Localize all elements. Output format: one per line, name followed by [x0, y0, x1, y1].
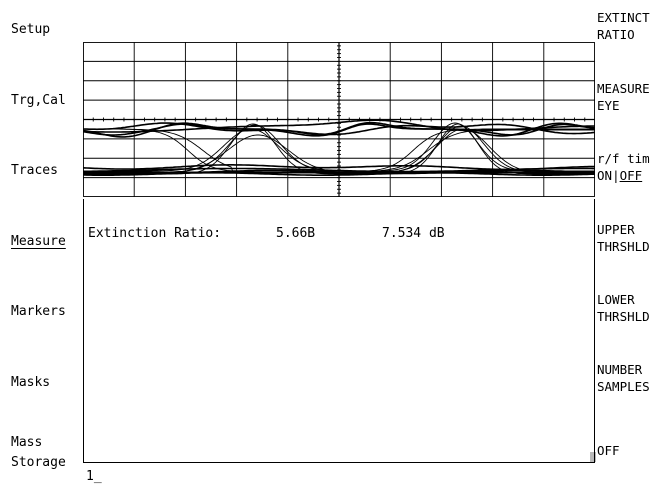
menu-mass-storage-line2: Storage	[11, 455, 66, 470]
softkey-samples-line1: NUMBER	[597, 362, 643, 377]
menu-measure[interactable]: Measure	[11, 234, 66, 249]
menu-mass-storage[interactable]: Mass Storage	[11, 433, 66, 473]
rf-off-option: OFF	[619, 168, 643, 183]
menu-trg-cal[interactable]: Trg,Cal	[11, 93, 66, 108]
measurement-label: Extinction Ratio:	[88, 226, 222, 241]
eye-trace	[83, 122, 595, 136]
softkey-upper-line1: UPPER	[597, 222, 635, 237]
rf-on-option: ON	[597, 168, 613, 183]
eye-trace	[83, 164, 595, 171]
softkey-upper-threshold[interactable]: UPPER THRSHLD	[597, 221, 650, 255]
softkey-extinction-line1: EXTINCT	[597, 10, 650, 25]
eye-trace	[83, 123, 595, 137]
menu-mass-storage-line1: Mass	[11, 435, 43, 450]
softkey-extinction-ratio[interactable]: EXTINCT RATIO	[597, 9, 650, 43]
rf-separator: |	[612, 168, 620, 183]
softkey-lower-line2: THRSHLD	[597, 309, 650, 324]
softkey-samples-line2: SAMPLES	[597, 379, 650, 394]
eye-trace	[83, 128, 595, 174]
measurement-bit-rate: 5.66B	[276, 226, 316, 241]
menu-masks[interactable]: Masks	[11, 375, 51, 390]
softkey-measure-eye[interactable]: MEASURE EYE	[597, 80, 650, 114]
menu-setup[interactable]: Setup	[11, 22, 51, 37]
command-cursor: 1_	[86, 469, 102, 484]
scroll-indicator	[590, 452, 596, 462]
softkey-measure-eye-line1: MEASURE	[597, 81, 650, 96]
softkey-rf-line1: r/f tim	[597, 151, 650, 166]
softkey-extinction-line2: RATIO	[597, 27, 635, 42]
menu-traces[interactable]: Traces	[11, 163, 58, 178]
menu-markers[interactable]: Markers	[11, 304, 66, 319]
softkey-rf-line2: ON|OFF	[597, 167, 650, 184]
softkey-number-samples[interactable]: NUMBER SAMPLES	[597, 361, 650, 395]
measurement-panel	[83, 199, 595, 463]
softkey-measure-eye-line2: EYE	[597, 98, 620, 113]
softkey-off[interactable]: OFF	[597, 443, 620, 458]
measurement-value: 7.534 dB	[382, 226, 445, 241]
softkey-rf-time-toggle[interactable]: r/f tim ON|OFF	[597, 150, 650, 184]
softkey-lower-line1: LOWER	[597, 292, 635, 307]
eye-diagram-display	[83, 42, 595, 197]
softkey-lower-threshold[interactable]: LOWER THRSHLD	[597, 291, 650, 325]
eye-trace	[83, 128, 595, 174]
eye-trace	[83, 122, 595, 172]
softkey-upper-line2: THRSHLD	[597, 239, 650, 254]
